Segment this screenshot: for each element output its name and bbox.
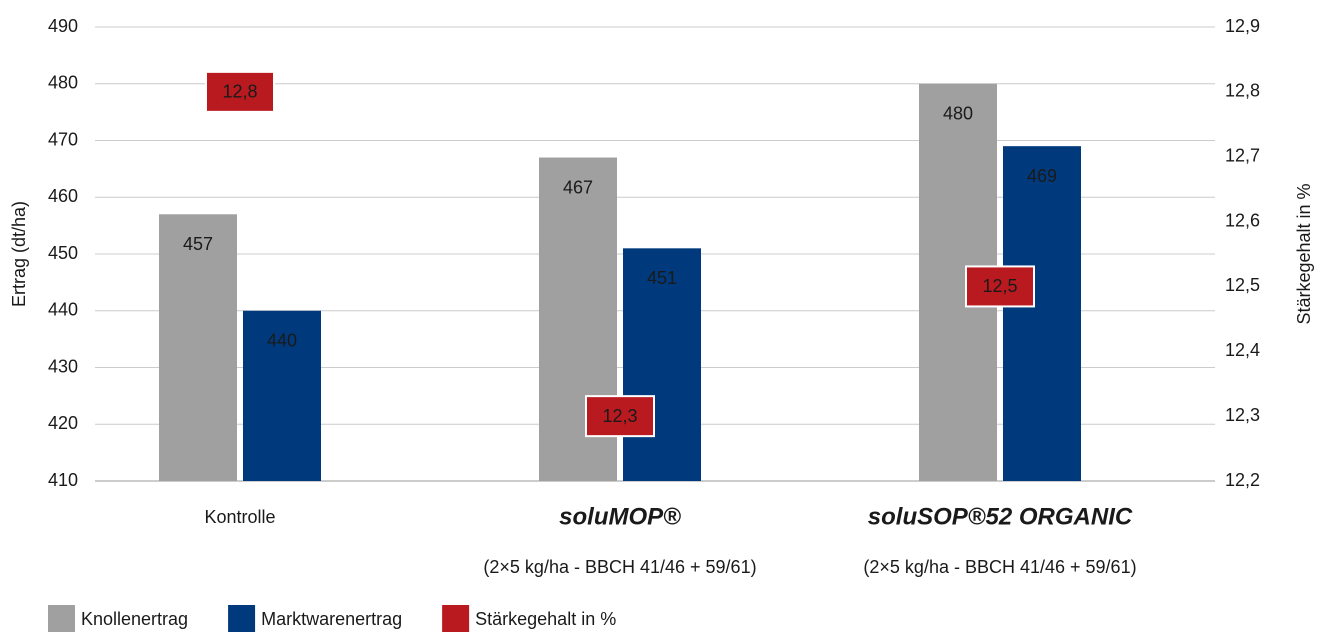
y2-tick-label: 12,7: [1225, 145, 1260, 165]
y2-tick-label: 12,3: [1225, 405, 1260, 425]
bar: [159, 214, 237, 481]
marker: [585, 395, 655, 438]
value-label: 12,8: [222, 82, 257, 102]
marker: [205, 70, 275, 113]
y-tick-label: 440: [48, 300, 78, 320]
value-label: 440: [267, 331, 297, 351]
x-tick-label: Kontrolle: [204, 507, 275, 527]
marker: [965, 265, 1035, 308]
legend-swatch: [442, 605, 470, 632]
y-axis-label: Ertrag (dt/ha): [9, 201, 29, 307]
y-tick-label: 420: [48, 413, 78, 433]
y2-tick-label: 12,9: [1225, 16, 1260, 36]
bar: [623, 248, 701, 481]
legend-swatch: [48, 605, 75, 632]
legend-label: Marktwarenertrag: [261, 609, 402, 629]
value-label: 457: [183, 234, 213, 254]
legend-swatch: [228, 605, 256, 632]
y2-axis-label: Stärkegehalt in %: [1294, 183, 1314, 324]
y-tick-label: 410: [48, 470, 78, 490]
value-label: 480: [943, 104, 973, 124]
bar: [243, 310, 321, 481]
y-tick-label: 460: [48, 186, 78, 206]
x-tick-label: soluSOP®52 ORGANIC: [868, 503, 1133, 530]
value-label: 12,5: [982, 276, 1017, 296]
y2-tick-label: 12,8: [1225, 81, 1260, 101]
legend-label: Stärkegehalt in %: [475, 609, 616, 629]
y-tick-label: 470: [48, 129, 78, 149]
y2-tick-label: 12,6: [1225, 210, 1260, 230]
bar: [1003, 146, 1081, 482]
x-tick-label: soluMOP®: [559, 503, 681, 530]
y2-tick-label: 12,2: [1225, 470, 1260, 490]
legend-label: Knollenertrag: [81, 609, 188, 629]
value-label: 467: [563, 177, 593, 197]
value-label: 451: [647, 268, 677, 288]
y-tick-label: 430: [48, 356, 78, 376]
value-label: 12,3: [602, 406, 637, 426]
x-tick-note: (2×5 kg/ha - BBCH 41/46 + 59/61): [863, 557, 1136, 577]
y-tick-label: 480: [48, 73, 78, 93]
value-label: 469: [1027, 166, 1057, 186]
y2-tick-label: 12,5: [1225, 275, 1260, 295]
y-tick-label: 490: [48, 16, 78, 36]
x-tick-note: (2×5 kg/ha - BBCH 41/46 + 59/61): [483, 557, 756, 577]
y-tick-label: 450: [48, 243, 78, 263]
y2-tick-label: 12,4: [1225, 340, 1260, 360]
